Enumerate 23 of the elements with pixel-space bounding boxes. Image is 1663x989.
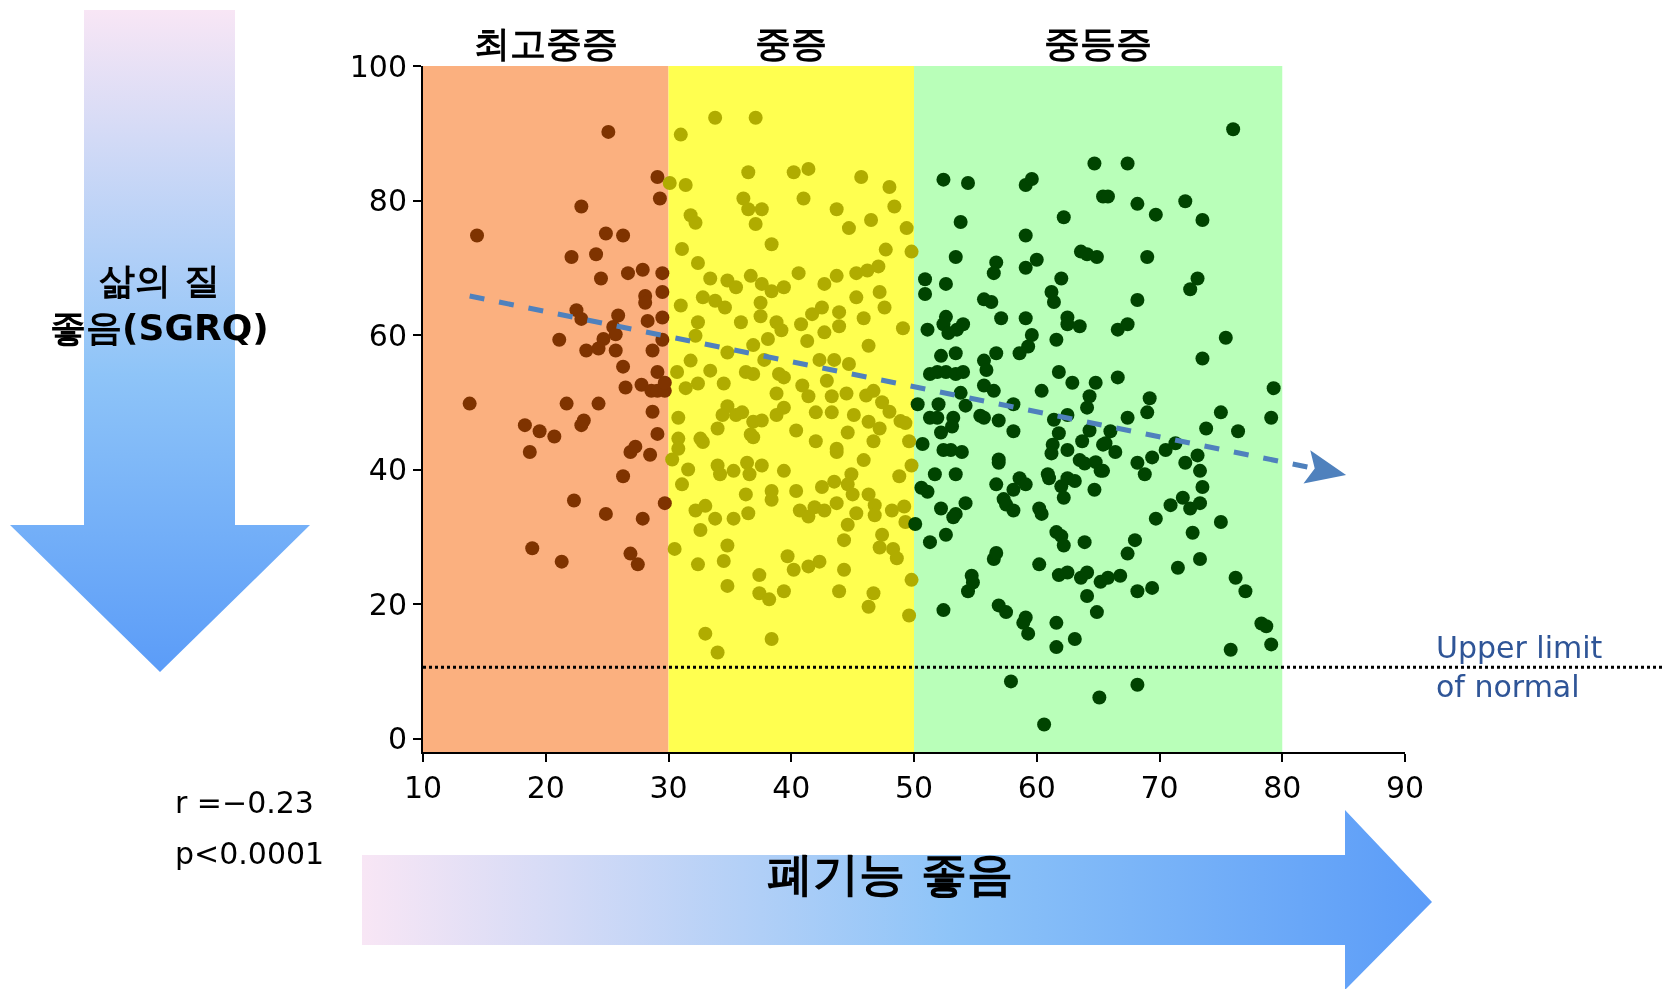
y-axis-title: 삶의 질 좋음(SGRQ) (50, 260, 269, 348)
x-tick-label: 50 (894, 770, 934, 805)
x-axis-title: 폐기능 좋음 (767, 847, 1014, 901)
x-tick-label: 10 (403, 770, 443, 805)
ref-line-label: Upper limit of normal (1436, 630, 1603, 704)
text: p<0.0001 (175, 836, 325, 871)
band-label: 중등증 (1044, 23, 1152, 64)
band-label: 중증 (755, 23, 827, 64)
text: r =−0.23 (175, 785, 314, 820)
x-tick-label: 20 (526, 770, 565, 805)
x-tick-label: 60 (1017, 770, 1056, 805)
y-tick-label: 20 (368, 586, 407, 622)
y-tick-label: 60 (368, 317, 407, 353)
x-tick-label: 80 (1263, 770, 1302, 805)
x-tick-label: 70 (1140, 770, 1179, 805)
band-label: 최고중증 (474, 23, 618, 64)
y-tick-label: 80 (368, 183, 407, 219)
y-tick-label: 0 (387, 721, 407, 757)
x-tick-label: 30 (649, 770, 688, 805)
x-tick-label: 40 (772, 770, 811, 805)
y-tick-label: 40 (368, 452, 407, 488)
x-tick-label: 90 (1385, 770, 1425, 805)
y-tick-label: 100 (349, 48, 407, 84)
